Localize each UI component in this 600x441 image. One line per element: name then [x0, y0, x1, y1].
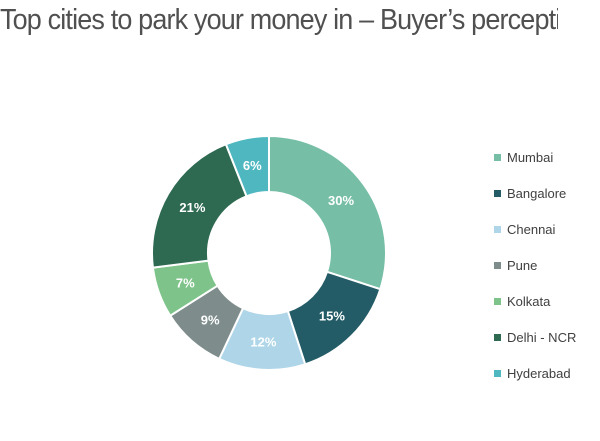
legend-item-hyderabad: Hyderabad	[494, 364, 576, 382]
legend-swatch	[494, 153, 501, 161]
legend-item-pune: Pune	[494, 256, 576, 274]
legend-swatch	[494, 225, 501, 233]
data-label-chennai: 12%	[250, 334, 276, 349]
legend-swatch	[494, 261, 501, 269]
data-label-mumbai: 30%	[328, 193, 354, 208]
chart-legend: Mumbai Bangalore Chennai Pune Kolkata Delhi -…	[494, 148, 576, 400]
data-label-hyderabad: 6%	[243, 158, 262, 173]
legend-swatch	[494, 333, 501, 341]
legend-item-kolkata: Kolkata	[494, 292, 576, 310]
legend-label: Hyderabad	[507, 365, 571, 381]
chart-title: Top cities to park your money in – Buyer…	[0, 4, 558, 36]
data-label-delhi-ncr: 21%	[179, 200, 205, 215]
data-label-bangalore: 15%	[319, 308, 345, 323]
slice-delhi-ncr	[151, 142, 248, 269]
legend-swatch	[494, 189, 501, 197]
slice-hyderabad	[224, 134, 270, 198]
legend-label: Pune	[507, 257, 538, 273]
legend-label: Bangalore	[507, 185, 567, 201]
data-label-kolkata: 7%	[176, 276, 195, 291]
legend-swatch	[494, 297, 501, 305]
data-label-pune: 9%	[201, 312, 220, 327]
legend-label: Mumbai	[507, 149, 554, 165]
donut-slices	[151, 134, 387, 371]
legend-item-delhi-ncr: Delhi - NCR	[494, 328, 576, 346]
legend-item-chennai: Chennai	[494, 220, 576, 238]
legend-item-bangalore: Bangalore	[494, 184, 576, 202]
legend-label: Delhi - NCR	[507, 329, 577, 345]
legend-label: Kolkata	[507, 293, 551, 309]
slice-mumbai	[268, 134, 387, 291]
donut-labels: 30% 15% 12% 9% 7% 21% 6%	[176, 158, 355, 349]
legend-label: Chennai	[507, 221, 556, 237]
legend-item-mumbai: Mumbai	[494, 148, 576, 166]
legend-swatch	[494, 369, 501, 377]
